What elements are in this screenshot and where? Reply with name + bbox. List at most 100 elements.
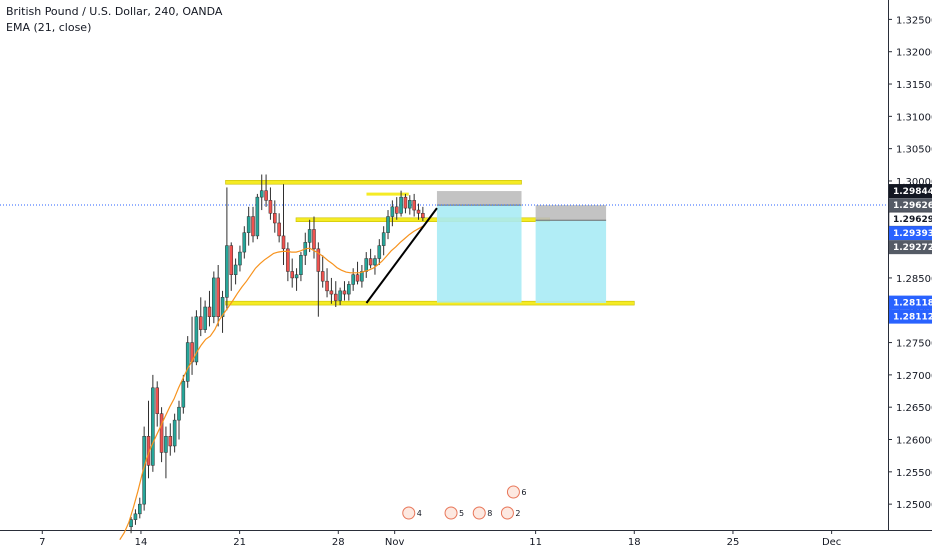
candle-bear [273,213,277,224]
candle-bull [255,196,260,237]
candle-bear [403,196,408,209]
x-tick-label: Nov [385,537,405,548]
candle-bull [238,251,242,266]
candle-bull [246,216,251,233]
y-tick-label: 1.32000 [896,48,932,59]
event-count: 2 [515,509,520,518]
candle-bear [229,245,234,275]
candle-bull [360,271,364,282]
target-zone-2 [535,220,607,304]
candle-bear [286,248,290,272]
x-tick-label: 7 [39,537,45,548]
candle-bull [408,200,412,209]
price-label: 1.29626 [893,201,932,211]
candle-bull [133,513,138,520]
x-tick-label: 21 [233,537,246,548]
event-marker [500,506,514,520]
candle-bull [129,519,133,528]
candle-bear [264,190,268,201]
stop-zone-1 [436,191,522,206]
stop-zone-2 [535,205,607,221]
candle-bull [386,216,390,233]
candle-bear [320,271,325,282]
event-marker [402,506,416,520]
candle-bear [290,271,294,279]
price-label: 1.29272 [893,243,932,253]
candle-bear [207,306,212,317]
candle-bull [177,406,181,421]
candle-bear [421,213,425,219]
y-tick-label: 1.27500 [896,339,932,350]
candle-bull [225,245,229,298]
price-label: 1.28118 [893,299,932,309]
candle-bull [399,196,403,214]
price-label-box [889,309,932,324]
candle-bull [364,258,369,272]
candle-bear [329,290,334,295]
candle-bear [277,222,281,237]
price-label: 1.29844 [893,187,932,197]
candle-bear [251,216,255,237]
event-marker [472,506,486,520]
y-tick-label: 1.26500 [896,403,932,414]
resistance-zone [225,180,522,185]
x-tick-label: 11 [529,537,542,548]
chart-legend: British Pound / U.S. Dollar, 240, OANDA … [6,4,222,36]
price-label: 1.29629 [893,215,932,225]
candle-bull [203,306,207,330]
event-marker [506,485,520,499]
candle-bear [159,413,164,453]
candle-bull [377,245,382,259]
x-tick-label: Dec [822,537,841,548]
y-tick-label: 1.25000 [896,500,932,511]
x-tick-label: 14 [135,537,148,548]
event-marker [444,506,458,520]
y-tick-label: 1.32500 [896,15,932,26]
y-tick-label: 1.30000 [896,177,932,188]
price-label-box [889,198,932,213]
candle-bull [338,290,342,301]
event-count: 6 [521,488,526,497]
candle-bull [351,274,355,285]
x-tick-label: 25 [727,537,740,548]
indicator-label[interactable]: EMA (21, close) [6,21,92,34]
candle-bull [299,255,303,275]
candle-bull [220,297,225,317]
trendline [365,207,438,304]
candle-bear [316,248,321,272]
x-tick-label: 28 [332,537,345,548]
price-label-box [889,240,932,255]
candle-bear [355,274,360,282]
candle-bull [347,284,351,295]
candle-bull [373,258,377,266]
candle-bull [151,387,155,466]
candle-bull [212,277,216,317]
candle-bull [172,419,177,447]
top-zone-small [366,192,409,196]
candle-bear [416,209,421,214]
candle-bull [259,190,264,198]
ema-line [119,225,424,541]
candle-bear [312,229,316,250]
candle-bear [216,277,220,317]
x-tick-label: 18 [628,537,641,548]
candle-bull [242,232,247,253]
y-tick-label: 1.28500 [896,274,932,285]
y-tick-label: 1.26000 [896,436,932,447]
candle-bear [198,316,203,330]
candle-bear [168,436,173,447]
candle-bull [233,264,238,275]
candle-bull [185,342,190,382]
symbol-title[interactable]: British Pound / U.S. Dollar, 240, OANDA [6,5,223,18]
candle-bear [268,200,273,214]
candle-bear [325,280,329,292]
event-count: 8 [487,509,492,518]
y-tick-label: 1.27000 [896,371,932,382]
candle-bear [394,206,399,214]
y-tick-label: 1.25500 [896,468,932,479]
price-label-box [889,295,932,310]
event-count: 5 [459,509,464,518]
candle-bear [368,258,373,266]
